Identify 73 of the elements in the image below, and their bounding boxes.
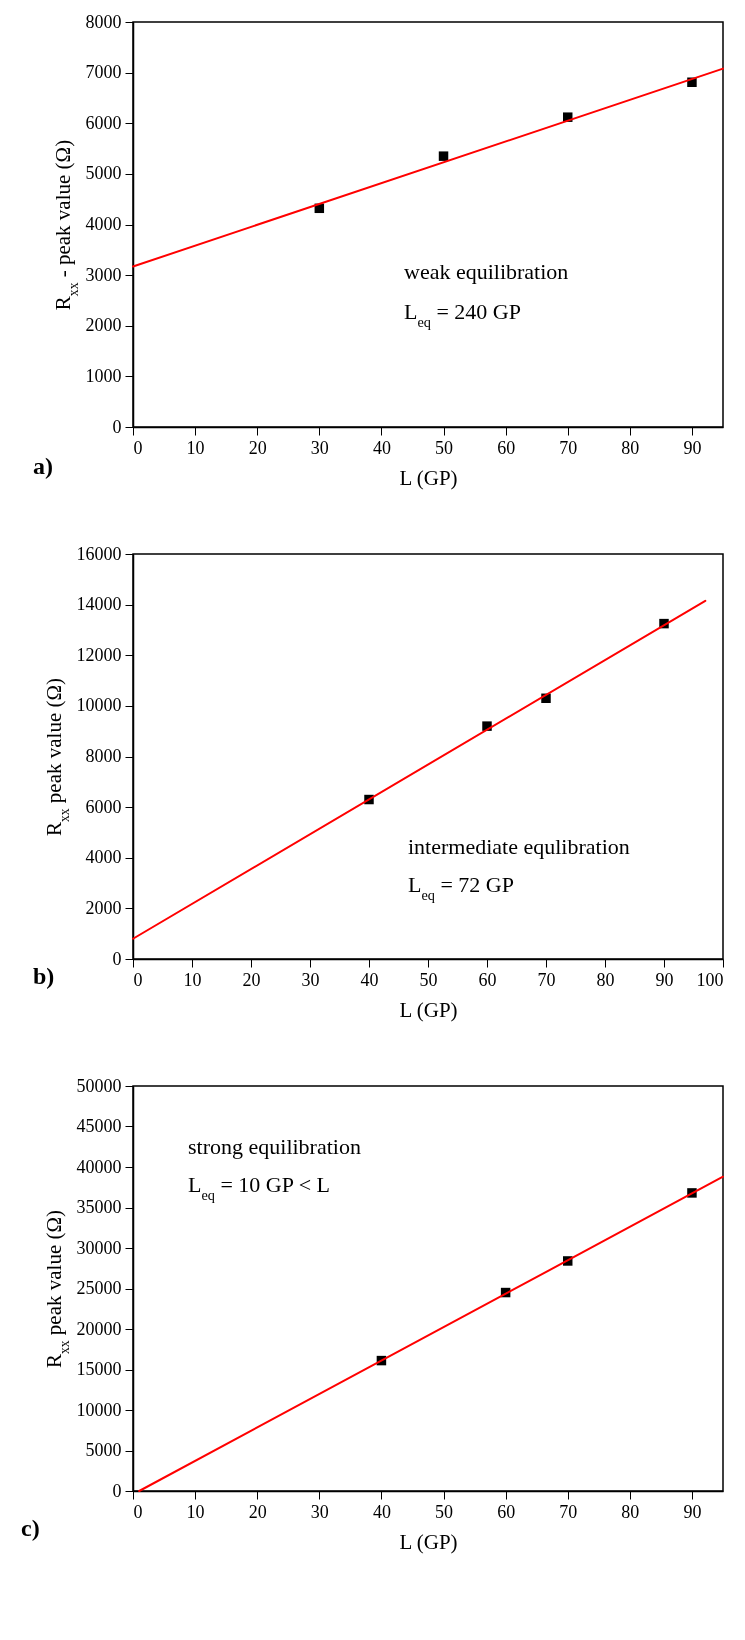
x-axis-title: L (GP) [399,997,458,1022]
y-tick-label: 0 [112,416,122,437]
annotation: L$_{eq}$ = 10 GP < L [188,1172,331,1203]
y-tick-label: 10000 [76,1399,122,1420]
x-tick-label: 50 [435,437,454,458]
y-tick-label: 10000 [76,695,122,716]
x-tick-label: 0 [133,437,143,458]
y-tick-label: 16000 [76,543,122,564]
y-tick-label: 40000 [76,1156,122,1177]
text: a) [33,453,53,479]
y-tick-label: 4000 [85,847,122,868]
text: c) [21,1515,40,1541]
x-tick-label: 70 [537,969,556,990]
x-tick-label: 30 [301,969,320,990]
x-tick-label: 20 [248,1501,267,1522]
x-tick-label: 40 [372,437,391,458]
x-tick-label: 30 [310,437,329,458]
x-tick-label: 90 [683,437,702,458]
x-tick-label: 60 [497,437,516,458]
text: b) [33,963,55,989]
x-tick-label: 10 [186,1501,205,1522]
y-tick-label: 30000 [76,1237,122,1258]
point [438,151,449,161]
y-tick-label: 5000 [85,163,122,184]
y-tick-label: 2000 [85,315,122,336]
y-tick-label: 25000 [76,1278,122,1298]
x-tick-label: 10 [183,969,202,990]
x-tick-label: 40 [360,969,379,990]
y-tick-label: 0 [112,948,122,969]
annotation: L$_{eq}$ = 240 GP [404,299,521,330]
x-axis-title: L (GP) [399,1529,458,1554]
x-tick-label: 60 [478,969,497,990]
x-tick-label: 20 [242,969,261,990]
y-tick-label: 2000 [85,897,122,918]
x-tick-label: 60 [497,1501,516,1522]
x-tick-label: 30 [310,1501,329,1522]
y-tick-label: 5000 [85,1440,122,1460]
y-tick-label: 1000 [85,365,122,386]
y-tick-label: 50000 [76,1075,122,1096]
y-tick-label: 0 [112,1480,122,1501]
y-tick-label: 45000 [76,1116,122,1136]
y-tick-label: 8000 [85,11,122,32]
y-tick-label: 15000 [76,1359,122,1379]
y-tick-label: 35000 [76,1197,122,1217]
y-tick-label: 12000 [76,644,122,665]
x-tick-label: 40 [372,1501,391,1522]
annotation: weak equilibration [404,259,569,284]
y-tick-label: 14000 [76,594,122,615]
annotation: intermediate equlibration [408,834,630,859]
x-tick-label: 80 [621,1501,640,1522]
y-tick-label: 6000 [85,112,122,133]
x-tick-label: 70 [559,437,578,458]
x-tick-label: 80 [621,437,640,458]
x-axis-title: L (GP) [399,465,458,490]
x-tick-label: 0 [133,1501,143,1522]
x-tick-label: 90 [683,1501,702,1522]
x-tick-label: 50 [435,1501,454,1522]
y-tick-label: 8000 [85,746,122,766]
y-tick-label: 6000 [85,796,122,817]
x-tick-label: 80 [596,969,615,990]
x-tick-label: 10 [186,437,205,458]
x-tick-label: 100 [696,969,724,990]
y-tick-label: 4000 [85,214,122,234]
x-tick-label: 0 [133,969,143,990]
x-tick-label: 50 [419,969,438,990]
y-tick-label: 3000 [85,264,122,285]
annotation: strong equilibration [188,1134,361,1159]
y-tick-label: 7000 [85,62,122,83]
y-tick-label: 20000 [76,1318,122,1339]
x-tick-label: 20 [248,437,267,458]
annotation: L$_{eq}$ = 72 GP [408,872,514,903]
x-tick-label: 70 [559,1501,578,1522]
x-tick-label: 90 [655,969,674,990]
